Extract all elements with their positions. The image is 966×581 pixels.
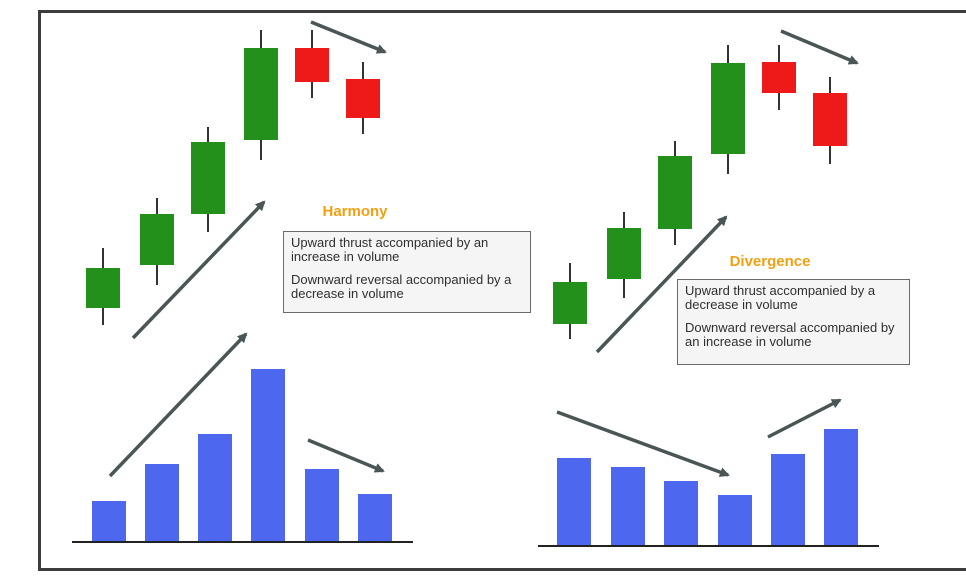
harmony-candle-2-bullish-body	[140, 214, 174, 265]
harmony-volume-bar-3-rising	[198, 434, 232, 541]
divergence-title: Divergence	[730, 253, 811, 270]
divergence-volume-bar-5-rising	[771, 454, 805, 545]
harmony-candle-1-bullish-body	[86, 268, 120, 308]
divergence-price-up-arrow	[595, 215, 728, 354]
harmony-price-down-arrow	[310, 20, 387, 54]
divergence-candle-6-bearish-body	[813, 93, 847, 146]
harmony-volume-bar-1-rising	[92, 501, 126, 541]
divergence-volume-bar-3-falling	[664, 481, 698, 545]
divergence-volume-bar-6-rising	[824, 429, 858, 545]
harmony-title: Harmony	[322, 203, 388, 220]
divergence-volume-down-arrow	[556, 410, 730, 477]
divergence-note-box: Upward thrust accompanied by a decrease …	[677, 279, 910, 365]
harmony-note-downward: Downward reversal accompanied by a decre…	[291, 272, 512, 301]
divergence-note-upward: Upward thrust accompanied by a decrease …	[685, 283, 876, 312]
harmony-candle-6-bearish-body	[346, 79, 380, 118]
divergence-volume-bar-4-falling	[718, 495, 752, 545]
divergence-volume-bar-1-falling	[557, 458, 591, 545]
divergence-candle-1-bullish-body	[553, 282, 587, 324]
harmony-volume-up-arrow	[108, 332, 248, 478]
divergence-candle-2-bullish-body	[607, 228, 641, 279]
divergence-volume-bar-2-falling	[611, 467, 645, 545]
harmony-volume-bar-2-rising	[145, 464, 179, 541]
harmony-note-box: Upward thrust accompanied by an increase…	[283, 231, 531, 313]
divergence-note-downward: Downward reversal accompanied by an incr…	[685, 320, 895, 349]
harmony-candle-5-bearish-body	[295, 48, 329, 82]
harmony-volume-bar-4-rising	[251, 369, 285, 541]
divergence-candle-5-bearish-body	[762, 62, 796, 93]
harmony-candle-4-bullish-body	[244, 48, 278, 140]
divergence-panel	[538, 29, 879, 547]
harmony-volume-down-arrow	[307, 438, 385, 473]
divergence-price-down-arrow	[780, 29, 859, 65]
harmony-candle-3-bullish-body	[191, 142, 225, 214]
harmony-note-upward: Upward thrust accompanied by an increase…	[291, 235, 489, 264]
divergence-candle-3-bullish-body	[658, 156, 692, 229]
harmony-volume-bar-6-falling	[358, 494, 392, 541]
harmony-price-up-arrow	[131, 200, 266, 340]
harmony-panel	[72, 20, 413, 543]
harmony-volume-bar-5-falling	[305, 469, 339, 541]
divergence-volume-up-arrow	[767, 398, 842, 439]
divergence-candle-4-bullish-body	[711, 63, 745, 154]
